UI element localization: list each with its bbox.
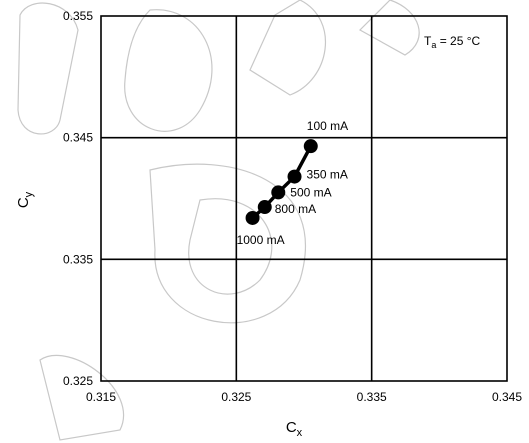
data-point-label: 1000 mA [237, 233, 285, 247]
watermark [17, 0, 420, 441]
y-tick-label: 0.335 [63, 252, 93, 266]
y-tick-labels: 0.325 0.335 0.345 0.355 [63, 9, 93, 388]
x-tick-label: 0.345 [492, 390, 522, 404]
condition-label: Ta = 25 °C [424, 34, 481, 50]
data-point [245, 210, 260, 225]
x-axis-label: Cx [286, 419, 303, 439]
x-tick-label: 0.335 [357, 390, 387, 404]
data-point [287, 169, 302, 184]
plot-frame [100, 15, 508, 382]
y-axis-label: Cy [15, 191, 35, 208]
data-point [257, 200, 272, 215]
data-point [271, 185, 286, 200]
data-point-label: 350 mA [307, 168, 348, 182]
y-tick-label: 0.345 [63, 131, 93, 145]
plot-area [100, 15, 508, 382]
series-group: 100 mA 350 mA 500 mA 800 mA 1000 mA [237, 119, 349, 247]
data-point-label: 800 mA [275, 202, 316, 216]
data-point-label: 100 mA [307, 119, 348, 133]
x-tick-label: 0.315 [86, 390, 116, 404]
data-point-label: 500 mA [290, 185, 331, 199]
y-tick-label: 0.325 [63, 374, 93, 388]
data-point [303, 139, 318, 154]
grid-lines [101, 16, 507, 381]
y-tick-label: 0.355 [63, 9, 93, 23]
x-tick-label: 0.325 [221, 390, 251, 404]
x-tick-labels: 0.315 0.325 0.335 0.345 [86, 390, 522, 404]
